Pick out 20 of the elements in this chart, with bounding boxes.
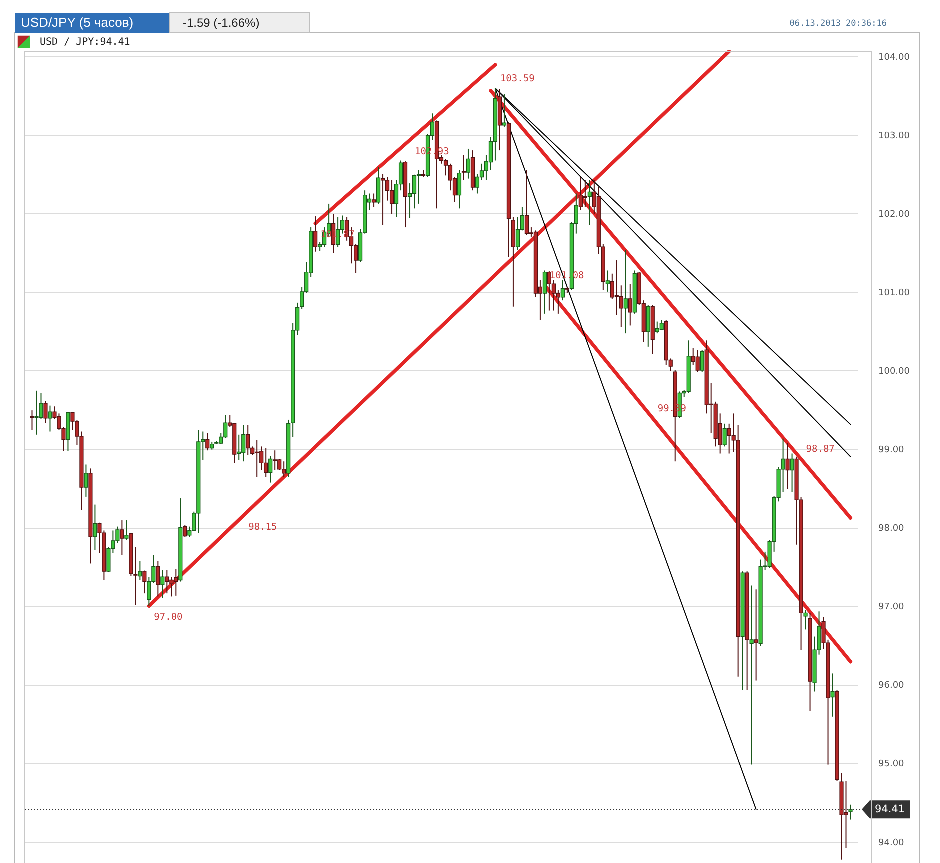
y-tick-label: 100.00 [878, 366, 910, 377]
y-tick-label: 96.00 [878, 681, 905, 692]
text: 06.13.2013 20:36:16 [790, 19, 887, 29]
data-label: 97.00 [154, 612, 184, 624]
y-tick-label: 104.00 [878, 52, 910, 63]
y-tick-label: 94.00 [878, 838, 905, 848]
data-label: 98.15 [248, 522, 278, 533]
data-label: 103.59 [500, 73, 536, 84]
chart-subtitle: -1.59 (-1.66%) [183, 16, 260, 30]
y-tick-label: 95.00 [878, 760, 905, 770]
chart-title: USD/JPY (5 часов) [21, 15, 134, 30]
ref-line-label: 94.41 [874, 804, 906, 816]
y-tick-label: 102.00 [878, 210, 910, 220]
y-tick-label: 101.00 [878, 288, 910, 298]
legend-label: USD / JPY:94.41 [40, 37, 130, 48]
data-label: 98.87 [806, 444, 835, 456]
y-tick-label: 99.00 [878, 446, 905, 456]
y-tick-label: 97.00 [878, 602, 905, 613]
y-tick-label: 98.00 [878, 524, 905, 534]
y-tick-label: 103.00 [878, 131, 910, 142]
